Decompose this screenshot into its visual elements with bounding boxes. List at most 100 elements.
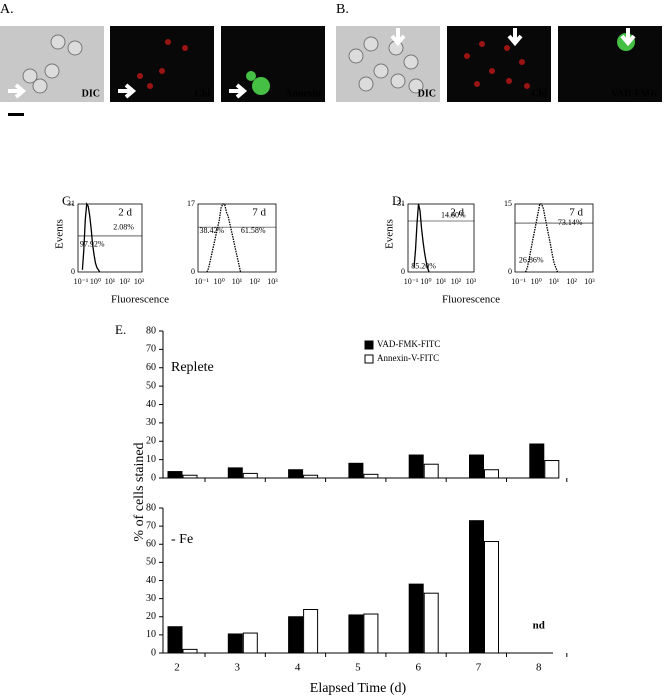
panel-label: B.: [336, 2, 349, 17]
y-tick-label: 0: [151, 647, 156, 658]
x-tick-label: 10³: [267, 277, 278, 286]
y-tick-label: 70: [146, 520, 156, 531]
y-tick-label: 70: [146, 344, 156, 355]
y-tick-label: 40: [146, 575, 156, 586]
x-tick-label: 10⁻¹: [511, 277, 526, 286]
cell: [22, 68, 38, 84]
cell: [44, 63, 60, 79]
cell: [348, 48, 364, 64]
bar: [288, 616, 304, 654]
x-tick-label: 10⁻¹: [194, 277, 209, 286]
bar: [423, 463, 439, 479]
cell: [358, 76, 374, 92]
y-tick-label: 80: [146, 502, 156, 513]
chlorophyll-spot: [165, 39, 171, 45]
gate-percent: 85.20%: [411, 261, 436, 270]
y-tick-label: 60: [146, 539, 156, 550]
subplot-title: - Fe: [171, 532, 193, 547]
x-tick-label: 10⁻¹: [404, 277, 419, 286]
y-tick-label: 0: [508, 267, 512, 276]
chlorophyll-spot: [137, 73, 143, 79]
bar: [348, 462, 364, 479]
legend-label: VAD-FMK-FITC: [377, 339, 440, 349]
micrograph: [447, 26, 551, 102]
image-caption: VAD-FMK: [611, 88, 658, 99]
arrow: [390, 28, 406, 47]
image-caption: DIC: [82, 88, 100, 99]
arrow: [507, 28, 523, 47]
y-axis-label: Events: [384, 219, 396, 249]
bar: [182, 474, 198, 479]
gate-percent: 38.42%: [200, 226, 225, 235]
bar: [484, 469, 499, 479]
bar: [363, 613, 379, 654]
legend-label: Annexin-V-FITC: [377, 353, 439, 363]
x-tick-label: 6: [415, 662, 421, 674]
y-tick-label: 31: [67, 199, 75, 208]
x-tick-label: 10¹: [549, 277, 560, 286]
gate-percent: 73.14%: [558, 218, 583, 227]
chlorophyll-spot: [464, 53, 470, 59]
bar: [303, 609, 319, 654]
chlorophyll-spot: [474, 81, 480, 87]
x-tick-label: 3: [235, 662, 241, 674]
y-axis-label: Events: [54, 219, 66, 249]
y-tick-label: 20: [146, 611, 156, 622]
legend-swatch: [364, 340, 374, 350]
histogram-line: [206, 203, 242, 273]
x-tick-label: 10¹: [436, 277, 447, 286]
x-tick-label: 4: [295, 662, 301, 674]
y-tick-label: 0: [401, 267, 405, 276]
x-tick-label: 7: [476, 662, 482, 674]
cell: [67, 40, 83, 56]
x-tick-label: 5: [355, 662, 361, 674]
scale-bar: [8, 113, 24, 116]
gate-percent: 61.58%: [241, 226, 266, 235]
bar: [227, 467, 243, 479]
bar: [423, 592, 439, 654]
bar: [242, 472, 258, 479]
histogram-line: [413, 203, 430, 273]
x-tick-label: 10⁻¹: [74, 277, 89, 286]
y-tick-label: 31: [397, 199, 405, 208]
bar: [303, 474, 319, 479]
bar: [544, 460, 560, 479]
chlorophyll-spot: [159, 68, 165, 74]
bar: [363, 473, 379, 479]
bar: [167, 471, 183, 479]
histogram-title: 7 d: [569, 207, 583, 219]
x-tick-label: 10¹: [105, 277, 116, 286]
image-caption: Chl: [194, 88, 210, 99]
chlorophyll-spot: [504, 45, 510, 51]
x-tick-label: 10²: [567, 277, 578, 286]
x-tick-label: 10⁰: [420, 277, 431, 286]
x-tick-label: 8: [536, 662, 542, 674]
y-tick-label: 20: [146, 436, 156, 447]
cell: [403, 54, 419, 70]
bar: [469, 454, 484, 479]
y-tick-label: 0: [151, 472, 156, 483]
y-tick-label: 50: [146, 557, 156, 568]
chlorophyll-spot: [182, 45, 188, 51]
bar: [348, 614, 364, 654]
x-tick-label: 10³: [466, 277, 477, 286]
x-tick-label: 10⁰: [214, 277, 225, 286]
chlorophyll-spot: [479, 41, 485, 47]
bar: [227, 633, 243, 654]
bar: [242, 632, 258, 654]
chlorophyll-spot: [506, 78, 512, 84]
x-tick-label: 2: [174, 662, 180, 674]
y-axis-label: % of cells stained: [132, 442, 147, 541]
plot-frame: [514, 203, 594, 273]
annotation: nd: [533, 620, 545, 632]
cell: [32, 78, 48, 94]
image-caption: Chl: [531, 88, 547, 99]
cell: [408, 78, 424, 94]
bar: [408, 583, 424, 654]
histogram-line: [524, 203, 559, 273]
cell: [363, 36, 379, 52]
bar: [408, 454, 424, 479]
image-caption: DIC: [418, 88, 436, 99]
arrow: [229, 83, 248, 99]
histogram-title: 2 d: [118, 207, 132, 219]
